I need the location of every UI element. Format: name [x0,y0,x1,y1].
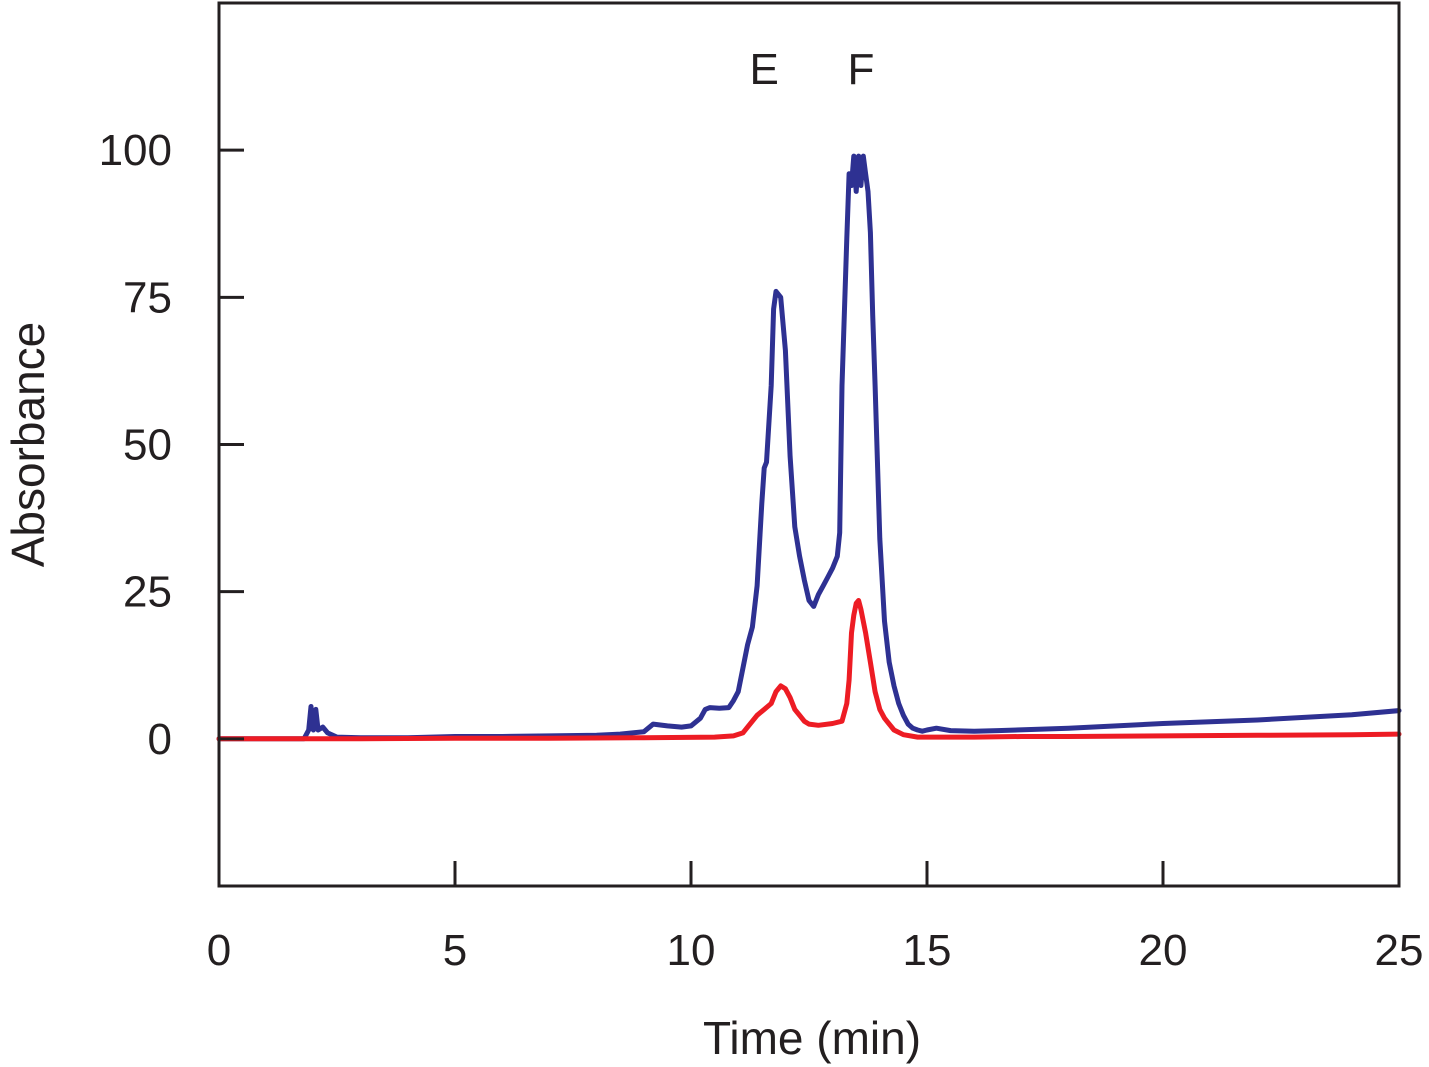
x-axis: 0 5 10 15 20 25 [207,861,1424,975]
plot-frame [217,1,1401,888]
y-tick-label: 50 [123,421,172,470]
y-tick-label: 25 [123,568,172,617]
x-tick-label: 25 [1375,926,1424,975]
x-tick-label: 10 [667,926,716,975]
y-tick-label: 75 [123,273,172,322]
y-tick-label: 0 [148,715,172,764]
y-axis-title: Absorbance [2,322,54,568]
peak-label: E [749,45,778,94]
x-tick-label: 15 [903,926,952,975]
series-line-2 [216,598,1402,742]
x-axis-title: Time (min) [703,1012,921,1064]
y-tick-label: 100 [99,126,172,175]
x-tick-label: 20 [1139,926,1188,975]
y-axis: 0 25 50 75 100 [99,126,244,764]
series-line-1 [216,153,1402,742]
series-layer [216,153,1402,742]
peak-label: F [847,45,874,94]
x-tick-label: 5 [443,926,467,975]
x-tick-label: 0 [207,926,231,975]
